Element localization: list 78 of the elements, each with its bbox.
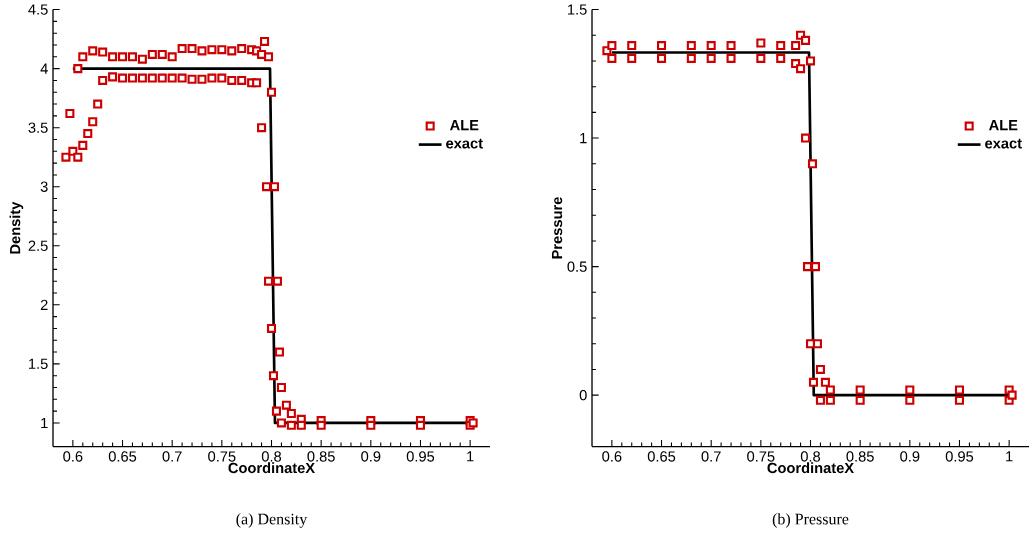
text: (a) Density	[236, 513, 308, 528]
y-axis-title: Density	[9, 201, 24, 254]
point	[801, 133, 811, 143]
y-tick-label: 3.5	[28, 122, 48, 134]
point	[810, 262, 821, 272]
y-tick-label: 1	[580, 133, 587, 144]
point	[954, 395, 965, 406]
point	[607, 54, 617, 64]
point	[706, 54, 716, 64]
x-tick-label: 0.8	[261, 451, 282, 462]
point	[825, 385, 835, 395]
y-tick-label: 2.5	[28, 240, 48, 252]
point	[1007, 390, 1017, 400]
y-tick-label: 1.5	[29, 359, 48, 370]
point	[815, 365, 825, 375]
point	[776, 41, 786, 51]
x-tick-label: 0.65	[647, 451, 676, 462]
point	[791, 41, 801, 51]
point	[627, 54, 637, 64]
legend-label: exact	[446, 139, 483, 149]
point	[627, 41, 637, 51]
point	[805, 56, 816, 66]
y-tick-label: 2	[40, 299, 48, 311]
y-tick-label: 3	[40, 181, 48, 193]
point	[812, 339, 822, 349]
point	[855, 385, 865, 395]
point	[726, 54, 736, 64]
legend-label: exact	[985, 139, 1022, 149]
point	[855, 395, 865, 406]
x-tick-label: 0.95	[945, 451, 974, 462]
y-tick-label: 0	[579, 390, 587, 401]
point	[802, 262, 813, 272]
x-tick-label: 0.7	[701, 451, 721, 462]
point	[607, 41, 617, 51]
y-tick-label: 1.5	[568, 4, 587, 15]
x-tick-label: 0.6	[63, 451, 83, 462]
x-tick-label: 1	[1006, 451, 1013, 462]
legend-label: ALE	[450, 120, 479, 131]
x-axis-title: CoordinateX	[767, 462, 854, 474]
point	[825, 395, 835, 406]
point	[656, 41, 667, 51]
point	[726, 41, 736, 51]
point	[820, 377, 830, 388]
x-tick-label: 0.9	[900, 451, 920, 462]
x-tick-label: 0.95	[406, 451, 435, 462]
x-tick-label: 0.9	[361, 451, 381, 462]
x-tick-label: 0.7	[162, 451, 182, 462]
x-tick-label: 0.6	[602, 451, 622, 462]
point	[815, 395, 825, 406]
legend-label: ALE	[989, 120, 1018, 131]
point	[776, 54, 786, 64]
x-tick-label: 1	[467, 451, 474, 462]
x-axis-title: CoordinateX	[228, 462, 315, 474]
point	[796, 64, 806, 74]
point	[686, 41, 696, 51]
point	[756, 38, 766, 48]
point	[905, 395, 915, 406]
x-tick-label: 0.75	[208, 451, 236, 462]
point	[706, 41, 716, 51]
x-tick-label: 0.75	[747, 451, 775, 462]
x-tick-label: 0.85	[846, 451, 874, 462]
y-tick-label: 4	[40, 63, 48, 74]
point	[905, 385, 915, 395]
point	[954, 385, 965, 395]
x-tick-label: 0.65	[108, 451, 137, 462]
y-axis-title: Pressure	[551, 197, 563, 259]
point	[801, 36, 811, 46]
text: (b) Pressure	[772, 513, 849, 528]
point	[686, 54, 696, 64]
y-tick-label: 4.5	[28, 4, 48, 15]
point	[807, 159, 818, 169]
x-tick-label: 0.8	[800, 451, 821, 462]
y-tick-label: 1	[41, 418, 48, 429]
x-tick-label: 0.85	[307, 451, 335, 462]
point	[656, 54, 667, 64]
point	[808, 377, 819, 388]
point	[756, 54, 766, 64]
y-tick-label: 0.5	[567, 261, 587, 273]
